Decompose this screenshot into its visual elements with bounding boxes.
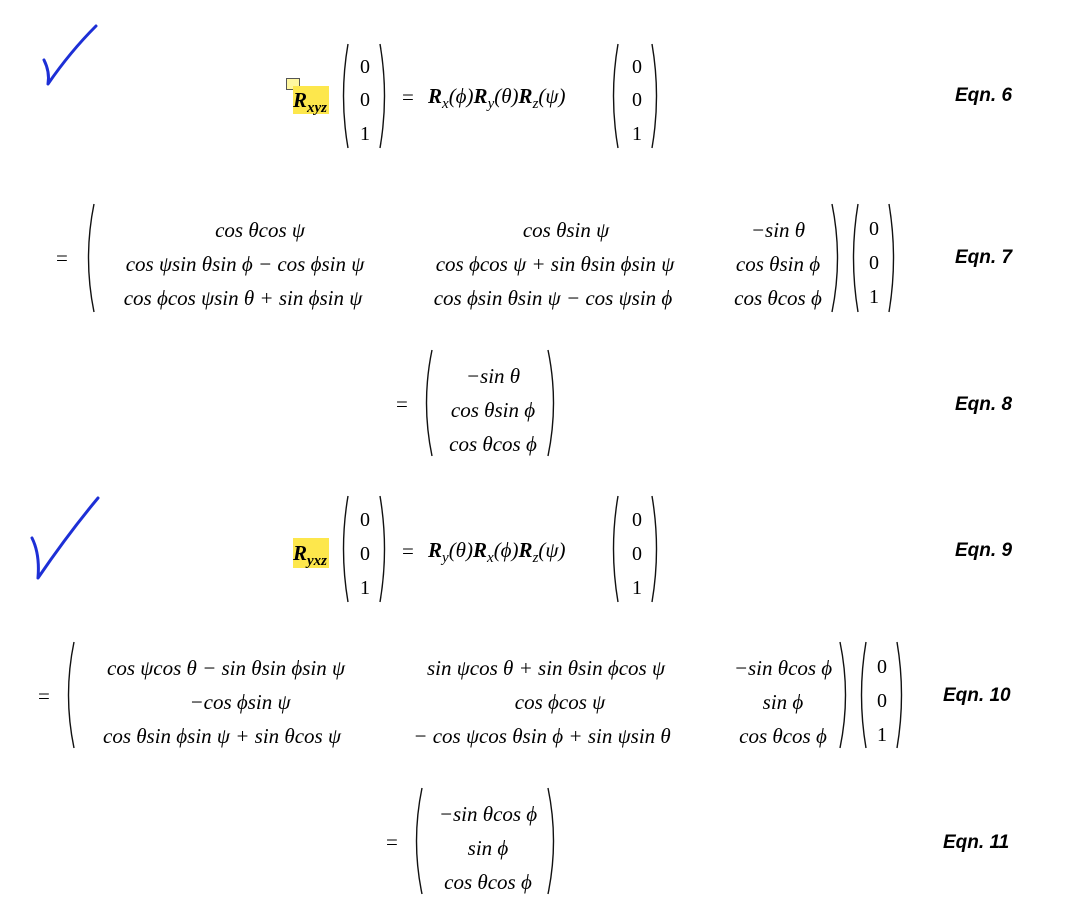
vector-entry: 0 (360, 543, 370, 565)
right-paren (831, 203, 839, 313)
vector-entry: −sin θcos ϕ (438, 802, 538, 826)
left-paren (860, 641, 867, 749)
matrix-cell: cos θcos ψ (215, 218, 305, 242)
checkmark-icon (42, 24, 98, 86)
vector-entry: cos θcos ϕ (449, 432, 537, 456)
equation-label: Eqn. 7 (955, 247, 1013, 268)
matrix-cell: −sin θcos ϕ (733, 656, 833, 680)
matrix-cell: cos θsin ψ (522, 218, 610, 242)
equation-label: Eqn. 10 (943, 685, 1011, 706)
matrix-cell: cos θcos ϕ (739, 724, 827, 748)
right-paren (547, 349, 555, 457)
vector-entry: −sin θ (465, 364, 521, 388)
matrix-cell: −sin θ (750, 218, 806, 242)
vector-entry: 1 (360, 577, 370, 599)
matrix-cell: −cos ϕsin ψ (189, 690, 291, 714)
vector-entry: 0 (632, 89, 642, 111)
vector-entry: 1 (632, 123, 642, 145)
matrix-cell: cos ϕcos ψ + sin θsin ϕsin ψ (435, 252, 675, 276)
matrix-cell: cos ϕsin θsin ψ − cos ψsin ϕ (433, 286, 673, 310)
rotation-product: Ry(θ)Rx(ϕ)Rz(ψ) (428, 538, 566, 566)
equals-sign: = (402, 539, 414, 563)
equals-sign: = (386, 830, 398, 854)
lhs-symbol: R (293, 541, 308, 565)
left-paren (342, 43, 349, 149)
vector-entry: 0 (360, 56, 370, 78)
equation-label: Eqn. 11 (943, 832, 1010, 853)
matrix-cell: sin ψcos θ + sin θsin ϕcos ψ (426, 656, 666, 680)
vector-entry: 0 (632, 543, 642, 565)
highlighted-matrix-label: Rxyz (293, 86, 330, 116)
right-paren (651, 495, 658, 603)
lhs-subscript: xyz (307, 100, 328, 116)
vector-entry: 0 (869, 252, 879, 274)
left-paren (67, 641, 75, 749)
right-paren (888, 203, 895, 313)
vector-entry: 1 (360, 123, 370, 145)
equation-label: Eqn. 9 (955, 540, 1013, 561)
vector-entry: cos θsin ϕ (450, 398, 536, 422)
right-paren (379, 495, 386, 603)
highlighted-matrix-label: Ryxz (293, 538, 330, 569)
matrix-cell: cos θsin ϕ (735, 252, 821, 276)
checkmark-icon (30, 496, 100, 580)
vector-entry: 0 (632, 509, 642, 531)
matrix-cell: sin ϕ (762, 690, 804, 714)
equals-sign: = (402, 85, 414, 109)
equation-label: Eqn. 8 (955, 394, 1013, 415)
left-paren (425, 349, 433, 457)
lhs-symbol: R (293, 88, 308, 112)
vector-entry: 0 (869, 218, 879, 240)
vector-entry: 0 (360, 89, 370, 111)
left-paren (87, 203, 95, 313)
left-paren (612, 495, 619, 603)
matrix-cell: − cos ψcos θsin ϕ + sin ψsin θ (413, 724, 671, 748)
vector-entry: 0 (632, 56, 642, 78)
equals-sign: = (56, 246, 68, 270)
vector-entry: sin ϕ (467, 836, 509, 860)
left-paren (342, 495, 349, 603)
equation-label: Eqn. 6 (955, 85, 1013, 106)
left-paren (852, 203, 859, 313)
vector-entry: 0 (877, 656, 887, 678)
matrix-cell: cos θsin ϕsin ψ + sin θcos ψ (102, 724, 342, 748)
right-paren (379, 43, 386, 149)
right-paren (547, 787, 555, 895)
vector-entry: 0 (360, 509, 370, 531)
matrix-cell: cos ϕcos ψ (514, 690, 606, 714)
equals-sign: = (38, 684, 50, 708)
left-paren (612, 43, 619, 149)
vector-entry: cos θcos ϕ (444, 870, 532, 894)
rotation-product: Rx(ϕ)Ry(θ)Rz(ψ) (428, 84, 566, 112)
matrix-cell: cos ϕcos ψsin θ + sin ϕsin ψ (123, 286, 363, 310)
right-paren (839, 641, 847, 749)
right-paren (896, 641, 903, 749)
vector-entry: 1 (877, 724, 887, 746)
vector-entry: 1 (869, 286, 879, 308)
matrix-cell: cos ψsin θsin ϕ − cos ϕsin ψ (125, 252, 365, 276)
right-paren (651, 43, 658, 149)
vector-entry: 0 (877, 690, 887, 712)
left-paren (415, 787, 423, 895)
matrix-cell: cos ψcos θ − sin θsin ϕsin ψ (106, 656, 346, 680)
vector-entry: 1 (632, 577, 642, 599)
lhs-subscript: yxz (307, 553, 328, 569)
matrix-cell: cos θcos ϕ (734, 286, 822, 310)
equals-sign: = (396, 392, 408, 416)
